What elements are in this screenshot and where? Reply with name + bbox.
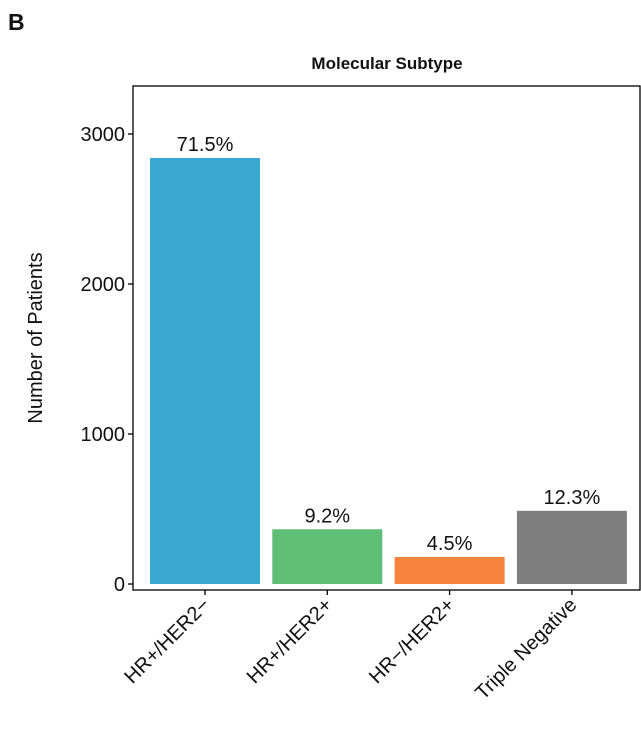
y-tick-label: 0 — [114, 574, 125, 596]
chart-title: Molecular Subtype — [311, 54, 462, 73]
y-tick-label: 1000 — [81, 424, 126, 446]
bar — [272, 529, 383, 584]
panel-label: B — [8, 9, 25, 35]
bar — [150, 158, 260, 584]
bar — [516, 510, 627, 584]
value-label: 4.5% — [427, 533, 473, 555]
y-tick-label: 3000 — [81, 124, 126, 146]
bar — [394, 557, 505, 584]
x-tick-label: HR+/HER2− — [120, 594, 214, 688]
value-label: 71.5% — [177, 134, 234, 156]
plot-frame — [132, 85, 641, 591]
x-tick-label: HR+/HER2+ — [243, 594, 337, 688]
x-tick-label: Triple Negative — [471, 594, 581, 704]
y-tick-label: 2000 — [81, 274, 126, 296]
value-label: 9.2% — [305, 505, 351, 527]
y-axis-label: Number of Patients — [25, 252, 47, 423]
x-tick-label: HR−/HER2+ — [365, 594, 459, 688]
value-label: 12.3% — [544, 487, 601, 509]
